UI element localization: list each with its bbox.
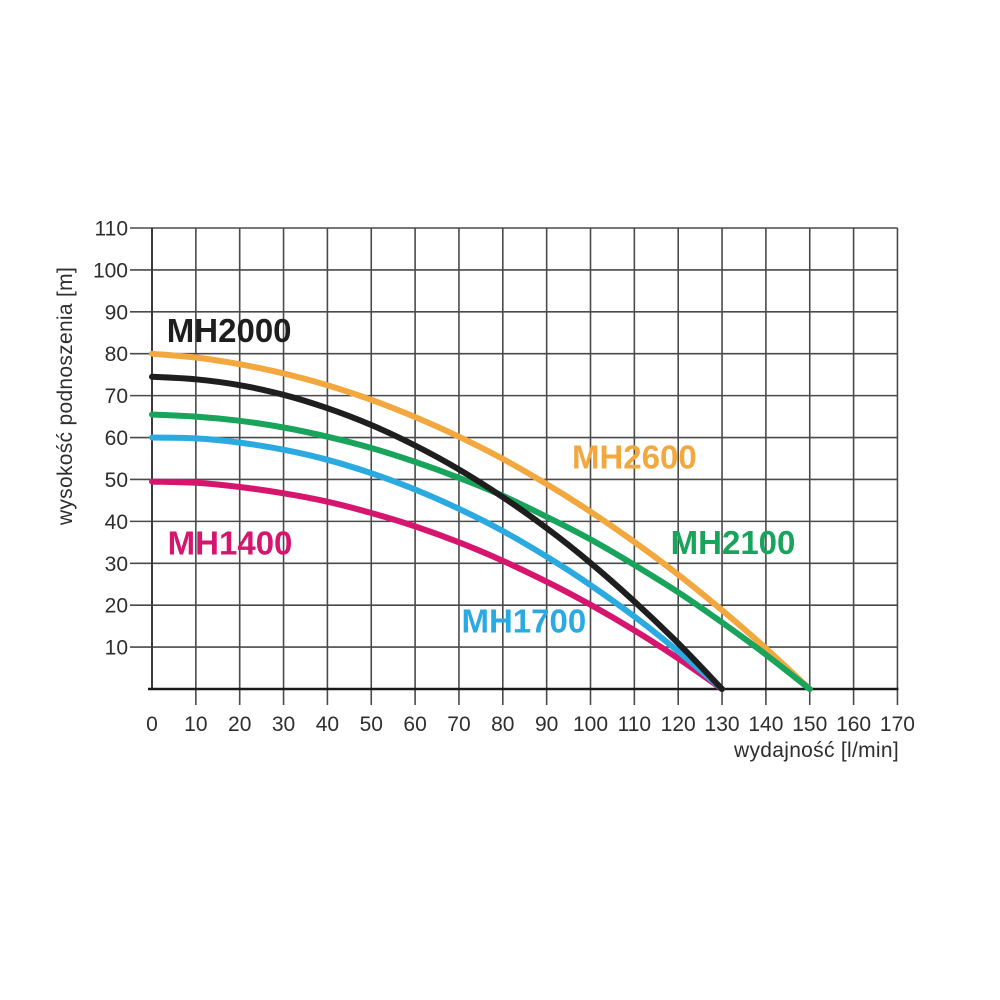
curve-label-mh2100: MH2100 [671, 524, 796, 561]
curve-label-mh2600: MH2600 [572, 439, 697, 476]
x-tick-label: 80 [491, 713, 514, 736]
y-tick-label: 50 [105, 469, 128, 492]
curve-label-mh1700: MH1700 [461, 603, 586, 640]
curve-label-mh1400: MH1400 [168, 525, 293, 562]
y-axis-title: wysokość podnoszenia [m] [54, 266, 77, 526]
y-tick-label: 40 [105, 511, 128, 534]
x-tick-label: 130 [705, 713, 740, 736]
x-tick-label: 60 [403, 713, 426, 736]
x-tick-label: 160 [836, 713, 871, 736]
x-axis-title: wydajność [l/min] [734, 739, 899, 762]
curve-mh1400 [149, 478, 725, 692]
x-tick-label: 0 [146, 713, 158, 736]
curve-mh2600 [149, 350, 813, 692]
y-tick-label: 90 [105, 301, 128, 324]
x-tick-label: 110 [618, 713, 651, 736]
y-tick-label: 80 [105, 343, 128, 366]
y-tick-label: 20 [105, 595, 128, 618]
x-tick-label: 100 [573, 713, 608, 736]
x-tick-label: 10 [184, 713, 207, 736]
x-tick-label: 20 [228, 713, 251, 736]
y-tick-label: 110 [95, 218, 128, 241]
y-tick-label: 60 [105, 427, 128, 450]
y-tick-label: 70 [105, 385, 128, 408]
x-tick-label: 140 [748, 713, 783, 736]
x-tick-label: 70 [447, 713, 470, 736]
y-tick-label: 10 [105, 637, 128, 660]
x-tick-label: 90 [535, 713, 558, 736]
x-tick-label: 30 [272, 713, 295, 736]
curve-mh2100 [149, 411, 813, 692]
x-tick-label: 150 [792, 713, 827, 736]
y-tick-label: 100 [93, 259, 128, 282]
x-tick-label: 50 [360, 713, 383, 736]
curve-mh2000 [149, 373, 725, 692]
x-tick-label: 40 [316, 713, 339, 736]
curve-mh1700 [149, 434, 725, 692]
x-tick-label: 170 [880, 713, 915, 736]
curve-label-mh2000: MH2000 [167, 312, 292, 349]
x-tick-label: 120 [661, 713, 696, 736]
y-tick-label: 30 [105, 553, 128, 576]
